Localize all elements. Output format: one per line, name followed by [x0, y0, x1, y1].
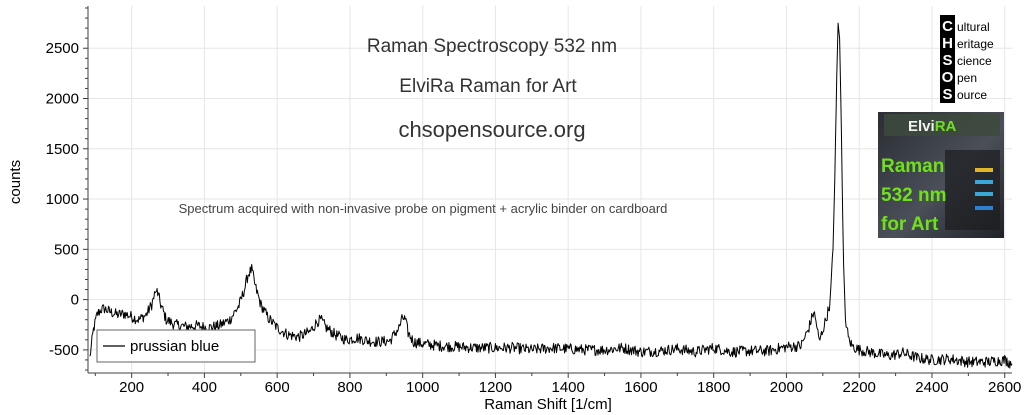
logo-word: ultural	[957, 20, 990, 34]
chart-subtitle-1: ElviRa Raman for Art	[399, 76, 577, 97]
badge-device-light	[975, 180, 993, 184]
x-axis-label: Raman Shift [1/cm]	[484, 396, 612, 413]
x-tick-label: 800	[337, 379, 362, 396]
tick-labels: 200 400 600 800 1000 1200 1400 1600 1800 2000 2200…	[46, 40, 1022, 396]
badge-line: for Art	[881, 214, 939, 235]
legend: prussian blue	[96, 329, 256, 363]
y-tick-label: 1500	[46, 141, 79, 158]
logo-letter: H	[942, 35, 953, 52]
chsos-logo: C H S O S ultural eritage cience pen our…	[940, 15, 994, 103]
badge-device-light	[975, 168, 993, 172]
logo-letter: C	[942, 18, 953, 35]
series-layer	[89, 22, 1013, 369]
x-tick-label: 600	[265, 379, 290, 396]
x-tick-label: 1000	[406, 379, 439, 396]
badge-line: Raman	[881, 156, 944, 177]
chart-title: Raman Spectroscopy 532 nm	[367, 36, 617, 57]
x-tick-label: 2200	[843, 379, 876, 396]
y-tick-label: 500	[54, 241, 79, 258]
x-tick-label: 2400	[915, 379, 948, 396]
x-tick-label: 2000	[770, 379, 803, 396]
logo-letter: S	[942, 86, 952, 103]
badge-header-bar	[884, 114, 1000, 136]
x-tick-label: 2600	[988, 379, 1021, 396]
x-tick-label: 200	[119, 379, 144, 396]
badge-device-panel	[945, 150, 1000, 230]
legend-entry-label: prussian blue	[130, 338, 219, 355]
x-tick-label: 400	[192, 379, 217, 396]
badge-device-light	[975, 192, 993, 196]
x-tick-label: 1600	[624, 379, 657, 396]
badge-brand: ElviRA	[908, 118, 957, 135]
logo-letter-column	[940, 15, 955, 103]
logo-word: ource	[957, 88, 987, 102]
y-axis-label: counts	[7, 160, 24, 204]
logo-word: eritage	[957, 37, 994, 51]
elvira-badge: ElviRA Raman 532 nm for Art	[878, 112, 1004, 238]
x-tick-label: 1800	[697, 379, 730, 396]
logo-letter: S	[942, 52, 952, 69]
chart-annotation: Spectrum acquired with non-invasive prob…	[179, 201, 668, 216]
badge-device-light	[975, 206, 993, 210]
y-tick-label: 2000	[46, 91, 79, 108]
series-line-prussian-blue	[89, 22, 1013, 369]
x-tick-label: 1200	[479, 379, 512, 396]
y-tick-label: 1000	[46, 191, 79, 208]
badge-line: 532 nm	[881, 185, 946, 206]
y-tick-label: -500	[49, 342, 79, 359]
y-tick-label: 0	[71, 292, 79, 309]
x-tick-label: 1400	[552, 379, 585, 396]
y-tick-label: 2500	[46, 40, 79, 57]
logo-letter: O	[942, 69, 954, 86]
logo-word: pen	[957, 71, 977, 85]
axes	[83, 6, 1012, 378]
badge-brand-prefix: Elvi	[908, 118, 935, 135]
logo-word: cience	[957, 54, 992, 68]
chart-subtitle-2: chsopensource.org	[398, 117, 585, 142]
badge-brand-suffix: RA	[935, 118, 957, 135]
